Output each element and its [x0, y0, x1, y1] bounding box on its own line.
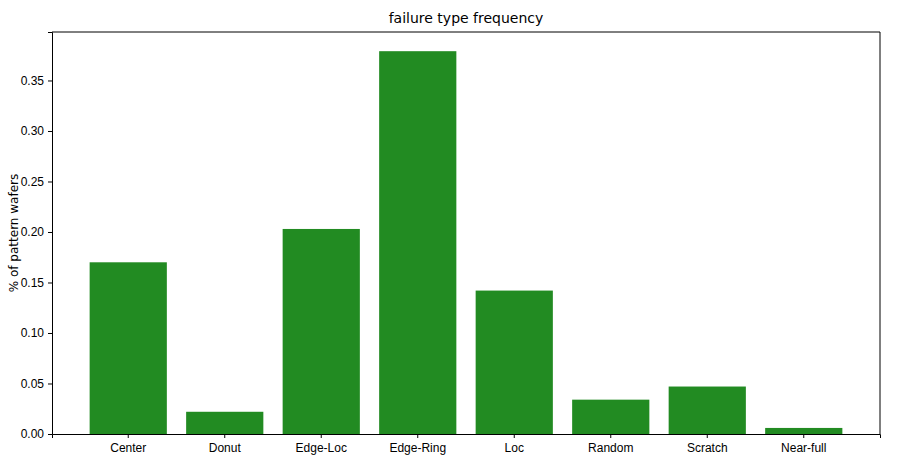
- bar: [669, 387, 746, 434]
- y-tick: 0.00: [21, 427, 52, 441]
- bar: [765, 428, 842, 434]
- tick-mark: [48, 80, 52, 81]
- y-tick: 0.10: [21, 326, 52, 340]
- x-tick: Edge-Ring: [389, 434, 446, 455]
- x-tick: Edge-Loc: [296, 434, 347, 455]
- tick-label: Scratch: [687, 441, 728, 455]
- axis-line: [48, 33, 53, 435]
- bar: [379, 51, 456, 434]
- bar: [476, 291, 553, 434]
- tick-label: Edge-Loc: [296, 441, 347, 455]
- tick-label: 0.05: [21, 377, 45, 391]
- tick-label: Random: [588, 441, 633, 455]
- tick-label: Near-full: [781, 441, 826, 455]
- x-tick: Random: [588, 434, 633, 455]
- tick-mark: [48, 181, 52, 182]
- y-tick: 0.25: [21, 175, 52, 189]
- bar: [283, 229, 360, 434]
- tick-mark: [128, 434, 129, 438]
- tick-label: 0.25: [21, 175, 45, 189]
- title: failure type frequency: [389, 10, 544, 26]
- y-axis-title: % of pattern wafers: [7, 174, 21, 292]
- frame: [52, 32, 880, 33]
- bar: [572, 400, 649, 434]
- tick-mark: [48, 383, 52, 384]
- tick-mark: [610, 434, 611, 438]
- y-tick: 0.20: [21, 225, 52, 239]
- tick-label: 0.30: [21, 124, 45, 138]
- tick-label: Donut: [209, 441, 242, 455]
- tick-label: 0.00: [21, 427, 45, 441]
- tick-mark: [224, 434, 225, 438]
- bars: [90, 51, 843, 434]
- tick-label: 0.10: [21, 326, 45, 340]
- tick-label: Center: [110, 441, 146, 455]
- tick-label: Loc: [505, 441, 524, 455]
- y-tick: 0.35: [21, 74, 52, 88]
- tick-mark: [48, 333, 52, 334]
- tick-mark: [48, 232, 52, 233]
- tick-mark: [48, 434, 52, 435]
- x-tick: Near-full: [781, 434, 826, 455]
- tick-mark: [707, 434, 708, 438]
- y-tick: 0.30: [21, 124, 52, 138]
- plot-area: 0.00 0.05 0.10 0.15 0.20 0.25 0.30 0.35 Center Do…: [21, 32, 881, 455]
- tick-mark: [48, 282, 52, 283]
- x-tick: Center: [110, 434, 146, 455]
- tick-label: 0.20: [21, 225, 45, 239]
- tick-label: Edge-Ring: [389, 441, 446, 455]
- tick-mark: [514, 434, 515, 438]
- tick-label: 0.35: [21, 74, 45, 88]
- x-axis: Center Donut Edge-Loc Edge-Ring Loc Random Scr…: [53, 434, 881, 455]
- frame: [880, 32, 881, 434]
- tick-mark: [48, 131, 52, 132]
- chart: 0.00 0.05 0.10 0.15 0.20 0.25 0.30 0.35 Center Do…: [0, 0, 897, 465]
- bar: [186, 412, 263, 434]
- tick-mark: [321, 434, 322, 438]
- x-tick: Scratch: [687, 434, 728, 455]
- y-axis: 0.00 0.05 0.10 0.15 0.20 0.25 0.30 0.35: [21, 33, 53, 442]
- y-tick: 0.05: [21, 377, 52, 391]
- axis-line: [53, 435, 881, 439]
- tick-mark: [417, 434, 418, 438]
- x-tick: Donut: [209, 434, 242, 455]
- y-tick: 0.15: [21, 276, 52, 290]
- bar: [90, 262, 167, 434]
- tick-label: 0.15: [21, 276, 45, 290]
- tick-mark: [803, 434, 804, 438]
- x-tick: Loc: [505, 434, 524, 455]
